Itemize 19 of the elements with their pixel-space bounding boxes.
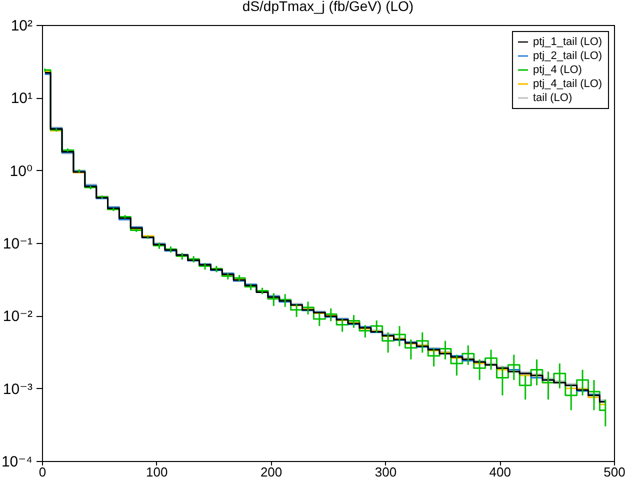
legend-label: ptj_4_tail (LO) (533, 78, 602, 90)
x-tick-label: 400 (489, 464, 511, 480)
x-tick-label: 100 (146, 464, 168, 480)
x-tick-label: 500 (604, 464, 626, 480)
legend-label: ptj_4 (LO) (533, 64, 582, 76)
y-tick-label: 10⁻³ (2, 380, 32, 398)
x-tick-label: 300 (374, 464, 397, 480)
legend-label: tail (LO) (533, 92, 572, 104)
y-tick-label: 10² (10, 18, 32, 34)
y-tick-label: 10⁻² (2, 308, 32, 326)
legend-label: ptj_2_tail (LO) (533, 50, 602, 62)
x-tick-label: 0 (38, 464, 46, 480)
y-tick-label: 10⁻¹ (2, 236, 32, 252)
chart-title: dS/dpTmax_j (fb/GeV) (LO) (242, 0, 414, 14)
x-tick-label: 200 (260, 464, 282, 480)
y-tick-label: 10⁻⁴ (1, 454, 32, 470)
y-tick-label: 10⁰ (10, 162, 32, 180)
legend-label: ptj_1_tail (LO) (533, 36, 602, 48)
y-tick-label: 10¹ (10, 90, 32, 108)
